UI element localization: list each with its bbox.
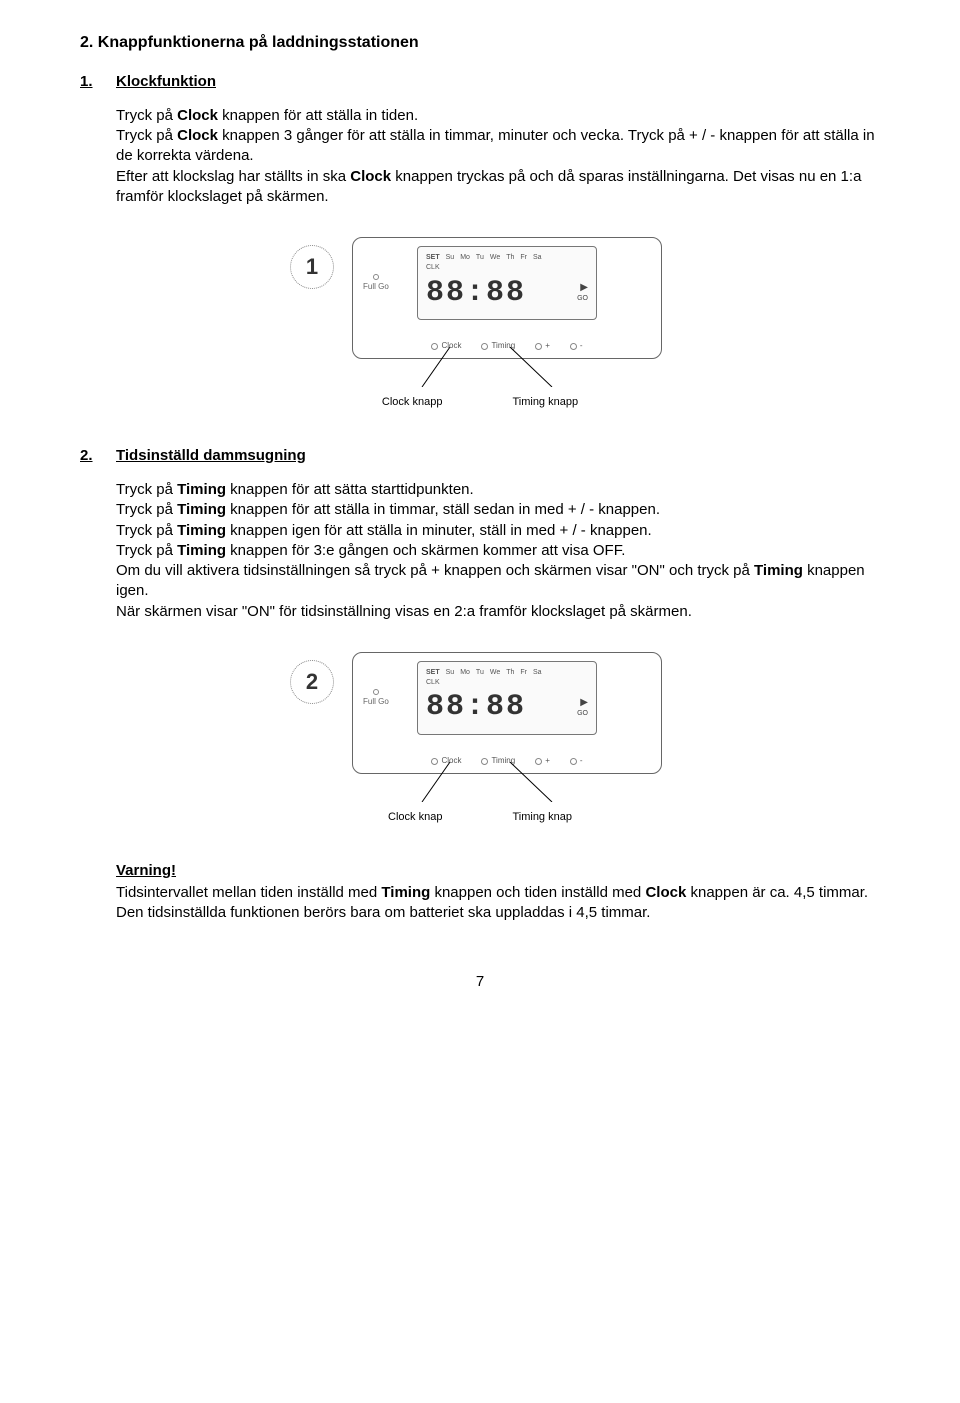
- lcd-screen-2: SET Su Mo Tu We Th Fr Sa CLK 88:88 ▶GO: [417, 661, 597, 735]
- subsection-1-title: Klockfunktion: [116, 73, 216, 90]
- figure-1: 1 Full Go SET Su Mo Tu We Th Fr Sa CLK: [80, 237, 880, 387]
- section-heading: 2. Knappfunktionerna på laddningsstation…: [80, 32, 880, 54]
- figure-2-captions: Clock knap Timing knap: [80, 810, 880, 825]
- subsection-1-body: Tryck på Clock knappen för att ställa in…: [116, 106, 880, 207]
- minus-button[interactable]: -: [570, 341, 583, 352]
- plus-button[interactable]: +: [535, 341, 550, 352]
- panel-button-row: Clock Timing + -: [353, 341, 661, 352]
- lcd-clk-label: CLK: [426, 263, 588, 272]
- figure-1-caption-right: Timing knapp: [512, 395, 578, 410]
- go-icon-2: ▶GO: [577, 698, 588, 718]
- page-number: 7: [80, 972, 880, 992]
- figure-2-caption-right: Timing knap: [512, 810, 572, 825]
- clock-button[interactable]: Clock: [431, 341, 461, 352]
- lcd-screen: SET Su Mo Tu We Th Fr Sa CLK 88:88 ▶GO: [417, 246, 597, 320]
- figure-2: 2 Full Go SET Su Mo Tu We Th Fr Sa CLK: [80, 652, 880, 802]
- timing-button[interactable]: Timing: [481, 341, 515, 352]
- figure-2-bubble: 2: [290, 660, 334, 704]
- lcd-digits-2: 88:88: [426, 687, 526, 728]
- lcd-clk-label-2: CLK: [426, 678, 588, 687]
- lcd-digits: 88:88: [426, 273, 526, 314]
- subsection-2-title: Tidsinställd dammsugning: [116, 447, 306, 464]
- plus-button-2[interactable]: +: [535, 756, 550, 767]
- full-go-label: Full Go: [363, 274, 389, 292]
- lcd-day-row-2: SET Su Mo Tu We Th Fr Sa: [426, 668, 588, 677]
- figure-1-bubble: 1: [290, 245, 334, 289]
- subsection-2-body: Tryck på Timing knappen för att sätta st…: [116, 480, 880, 622]
- charging-station-panel: Full Go SET Su Mo Tu We Th Fr Sa CLK 88:…: [352, 237, 662, 359]
- panel-button-row-2: Clock Timing + -: [353, 756, 661, 767]
- figure-1-captions: Clock knapp Timing knapp: [80, 395, 880, 410]
- timing-button-2[interactable]: Timing: [481, 756, 515, 767]
- full-go-label-2: Full Go: [363, 689, 389, 707]
- charging-station-panel-2: Full Go SET Su Mo Tu We Th Fr Sa CLK 88:…: [352, 652, 662, 774]
- subsection-1-heading: 1.Klockfunktion: [116, 72, 880, 92]
- subsection-2-number: 2.: [80, 446, 116, 466]
- warning-heading: Varning!: [116, 861, 880, 881]
- minus-button-2[interactable]: -: [570, 756, 583, 767]
- clock-button-2[interactable]: Clock: [431, 756, 461, 767]
- figure-2-caption-left: Clock knap: [388, 810, 442, 825]
- go-icon: ▶GO: [577, 283, 588, 303]
- figure-1-caption-left: Clock knapp: [382, 395, 443, 410]
- lcd-day-row: SET Su Mo Tu We Th Fr Sa: [426, 253, 588, 262]
- subsection-2-heading: 2.Tidsinställd dammsugning: [116, 446, 880, 466]
- warning-body: Tidsintervallet mellan tiden inställd me…: [116, 883, 880, 924]
- subsection-1-number: 1.: [80, 72, 116, 92]
